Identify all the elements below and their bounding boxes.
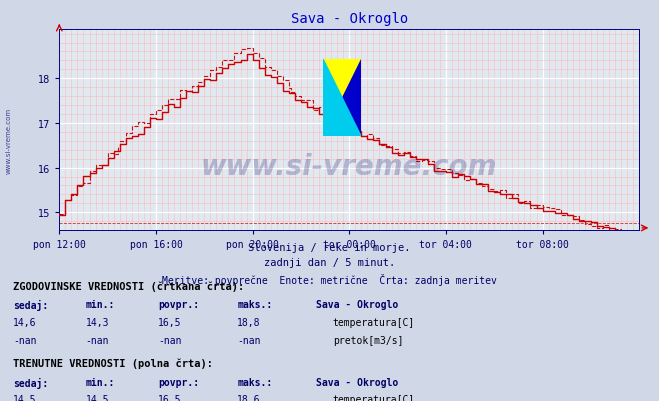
Text: ZGODOVINSKE VREDNOSTI (črtkana črta):: ZGODOVINSKE VREDNOSTI (črtkana črta): bbox=[13, 281, 244, 291]
Text: maks.:: maks.: bbox=[237, 300, 272, 310]
Text: 16,5: 16,5 bbox=[158, 317, 182, 327]
Text: sedaj:: sedaj: bbox=[13, 300, 48, 310]
Text: Sava - Okroglo: Sava - Okroglo bbox=[316, 377, 399, 387]
Text: min.:: min.: bbox=[86, 300, 115, 310]
Text: www.si-vreme.com: www.si-vreme.com bbox=[201, 152, 498, 180]
Polygon shape bbox=[323, 60, 361, 136]
Text: sedaj:: sedaj: bbox=[13, 377, 48, 388]
Text: min.:: min.: bbox=[86, 377, 115, 387]
Polygon shape bbox=[323, 60, 361, 136]
Text: Sava - Okroglo: Sava - Okroglo bbox=[316, 300, 399, 310]
Text: povpr.:: povpr.: bbox=[158, 377, 199, 387]
Text: -nan: -nan bbox=[13, 335, 37, 345]
Text: 18,6: 18,6 bbox=[237, 394, 261, 401]
Text: -nan: -nan bbox=[237, 335, 261, 345]
Polygon shape bbox=[323, 60, 361, 136]
Text: -nan: -nan bbox=[158, 335, 182, 345]
Text: 14,3: 14,3 bbox=[86, 317, 109, 327]
Text: maks.:: maks.: bbox=[237, 377, 272, 387]
Text: 14,5: 14,5 bbox=[13, 394, 37, 401]
Text: www.si-vreme.com: www.si-vreme.com bbox=[5, 107, 12, 173]
Text: -nan: -nan bbox=[86, 335, 109, 345]
Title: Sava - Okroglo: Sava - Okroglo bbox=[291, 12, 408, 26]
Text: 14,5: 14,5 bbox=[86, 394, 109, 401]
Text: povpr.:: povpr.: bbox=[158, 300, 199, 310]
Text: 14,6: 14,6 bbox=[13, 317, 37, 327]
Text: 18,8: 18,8 bbox=[237, 317, 261, 327]
Text: zadnji dan / 5 minut.: zadnji dan / 5 minut. bbox=[264, 258, 395, 268]
Text: temperatura[C]: temperatura[C] bbox=[333, 394, 415, 401]
Text: temperatura[C]: temperatura[C] bbox=[333, 317, 415, 327]
Text: TRENUTNE VREDNOSTI (polna črta):: TRENUTNE VREDNOSTI (polna črta): bbox=[13, 358, 213, 369]
Text: Meritve: povprečne  Enote: metrične  Črta: zadnja meritev: Meritve: povprečne Enote: metrične Črta:… bbox=[162, 273, 497, 285]
Text: pretok[m3/s]: pretok[m3/s] bbox=[333, 335, 403, 345]
Text: 16,5: 16,5 bbox=[158, 394, 182, 401]
Text: Slovenija / reke in morje.: Slovenija / reke in morje. bbox=[248, 243, 411, 253]
Polygon shape bbox=[323, 60, 361, 136]
